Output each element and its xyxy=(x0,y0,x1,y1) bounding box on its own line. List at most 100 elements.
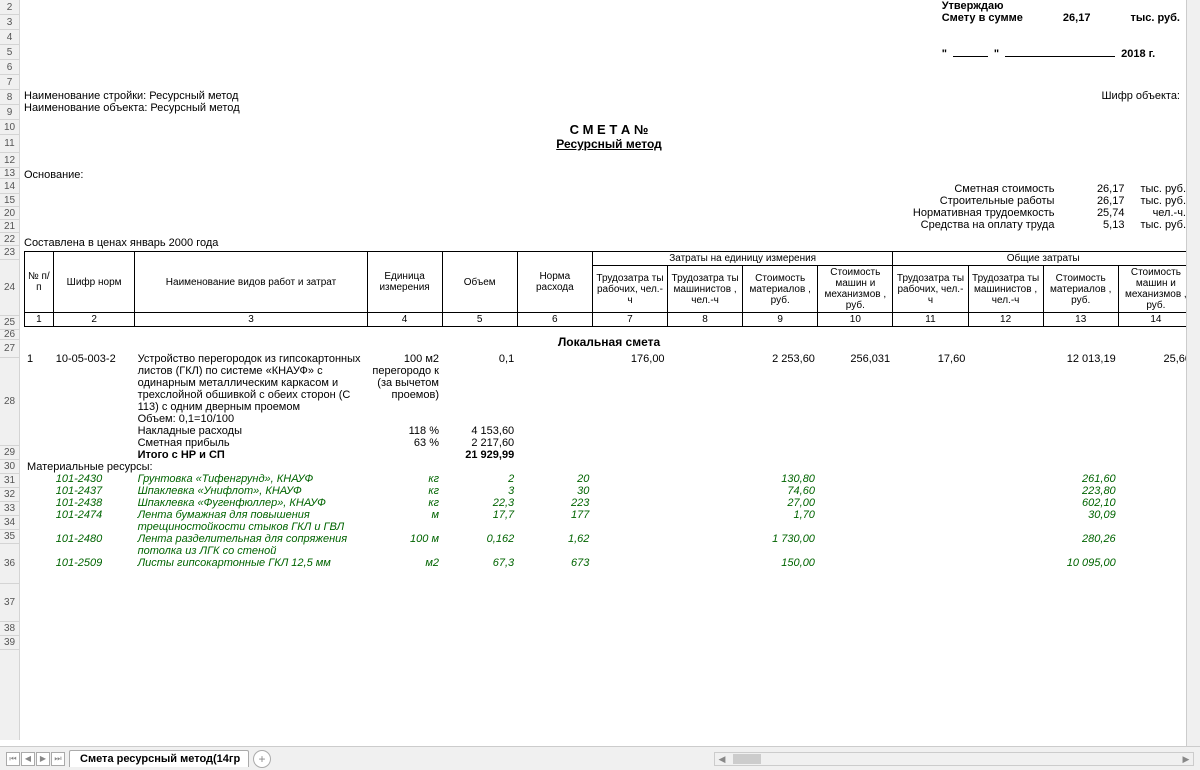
hdr-group2: Общие затраты xyxy=(893,252,1194,266)
row-header[interactable]: 21 xyxy=(0,220,19,233)
row-header[interactable]: 35 xyxy=(0,530,19,544)
mat-total: 223,80 xyxy=(1044,485,1119,497)
row-header[interactable]: 3 xyxy=(0,15,19,30)
work-code: 10-05-003-2 xyxy=(53,353,135,413)
vertical-scrollbar[interactable] xyxy=(1186,0,1200,746)
row-header[interactable]: 31 xyxy=(0,474,19,488)
mat-total: 602,10 xyxy=(1044,497,1119,509)
row-header[interactable]: 22 xyxy=(0,233,19,246)
row-header[interactable]: 6 xyxy=(0,60,19,75)
approval-year: 2018 г. xyxy=(1121,48,1155,60)
row-header[interactable]: 14 xyxy=(0,179,19,194)
basis-label: Основание: xyxy=(24,169,1194,181)
mat-cost: 27,00 xyxy=(743,497,818,509)
row-header[interactable]: 23 xyxy=(0,246,19,260)
row-header[interactable]: 7 xyxy=(0,75,19,90)
tab-nav[interactable]: ⏮ ◀ ▶ ⏭ xyxy=(6,752,65,766)
row-header[interactable]: 20 xyxy=(0,207,19,220)
work-volume: 0,1 xyxy=(442,353,517,413)
row-header[interactable]: 5 xyxy=(0,45,19,60)
tab-first-icon[interactable]: ⏮ xyxy=(6,752,20,766)
sheet-tab[interactable]: Смета ресурсный метод(14гр xyxy=(69,750,249,767)
mat-vol: 0,162 xyxy=(442,533,517,557)
mat-total: 280,26 xyxy=(1044,533,1119,557)
mat-unit: м2 xyxy=(367,557,442,569)
e xyxy=(1119,485,1194,497)
row-header[interactable]: 34 xyxy=(0,516,19,530)
object-cipher: Шифр объекта: xyxy=(1101,90,1180,102)
e xyxy=(53,449,135,461)
row-header[interactable]: 25 xyxy=(0,316,19,330)
row-header[interactable]: 13 xyxy=(0,168,19,179)
mat-code: 101-2430 xyxy=(53,473,135,485)
col-num: 14 xyxy=(1118,313,1193,327)
overhead-pct: 118 % xyxy=(367,425,442,437)
mat-norm: 177 xyxy=(517,509,592,533)
row-header[interactable]: 2 xyxy=(0,0,19,15)
e xyxy=(893,557,968,569)
row-header[interactable]: 9 xyxy=(0,105,19,120)
row-header[interactable]: 37 xyxy=(0,584,19,622)
summary-value: 26,17 xyxy=(1062,183,1132,195)
row-header[interactable]: 29 xyxy=(0,446,19,460)
e xyxy=(968,557,1043,569)
mat-code: 101-2437 xyxy=(53,485,135,497)
tab-next-icon[interactable]: ▶ xyxy=(36,752,50,766)
mat-norm: 1,62 xyxy=(517,533,592,557)
scroll-left-icon[interactable]: ◀ xyxy=(715,754,729,765)
row-header[interactable]: 32 xyxy=(0,488,19,502)
mat-cost: 1,70 xyxy=(743,509,818,533)
add-sheet-button[interactable]: + xyxy=(253,750,271,768)
col-num: 4 xyxy=(367,313,442,327)
e xyxy=(24,473,53,485)
scroll-right-icon[interactable]: ▶ xyxy=(1179,754,1193,765)
e xyxy=(1119,557,1194,569)
e xyxy=(968,497,1043,509)
hdr-c13: Стоимость материалов , руб. xyxy=(1043,266,1118,313)
summary-unit: тыс. руб. xyxy=(1132,219,1194,231)
horizontal-scrollbar[interactable]: ◀ ▶ xyxy=(714,752,1194,766)
row-header[interactable]: 36 xyxy=(0,544,19,584)
col-num: 6 xyxy=(517,313,592,327)
summary-value: 26,17 xyxy=(1062,195,1132,207)
e xyxy=(24,437,53,449)
row-header[interactable]: 4 xyxy=(0,30,19,45)
row-header[interactable]: 28 xyxy=(0,358,19,446)
row-header[interactable]: 39 xyxy=(0,636,19,650)
mat-unit: кг xyxy=(367,473,442,485)
e xyxy=(24,413,53,425)
sum-value: 26,17 xyxy=(1063,12,1091,24)
e xyxy=(968,533,1043,557)
row-header[interactable]: 33 xyxy=(0,502,19,516)
row-header[interactable]: 12 xyxy=(0,153,19,168)
e xyxy=(668,485,743,497)
mat-unit: кг xyxy=(367,485,442,497)
row-header[interactable]: 30 xyxy=(0,460,19,474)
e xyxy=(893,485,968,497)
row-header[interactable]: 11 xyxy=(0,135,19,153)
e xyxy=(53,413,135,425)
tab-last-icon[interactable]: ⏭ xyxy=(51,752,65,766)
e xyxy=(668,473,743,485)
row-header[interactable]: 15 xyxy=(0,194,19,207)
tab-prev-icon[interactable]: ◀ xyxy=(21,752,35,766)
row-header[interactable]: 27 xyxy=(0,340,19,358)
profit-val: 2 217,60 xyxy=(442,437,517,449)
total-label: Итого с НР и СП xyxy=(135,449,367,461)
e xyxy=(24,557,53,569)
mat-norm: 30 xyxy=(517,485,592,497)
e xyxy=(592,533,667,557)
mat-vol: 2 xyxy=(442,473,517,485)
row-header[interactable]: 8 xyxy=(0,90,19,105)
vol-note: Объем: 0,1=10/100 xyxy=(135,413,367,425)
row-header[interactable]: 26 xyxy=(0,330,19,340)
row-header[interactable]: 10 xyxy=(0,120,19,135)
hdr-col4: Единица измерения xyxy=(367,252,442,313)
row-header[interactable]: 38 xyxy=(0,622,19,636)
work-c14: 25,60 xyxy=(1119,353,1194,413)
profit-pct: 63 % xyxy=(367,437,442,449)
scroll-thumb[interactable] xyxy=(733,754,761,764)
row-header[interactable]: 24 xyxy=(0,260,19,316)
price-date: Составлена в ценах январь 2000 года xyxy=(24,237,1194,249)
e xyxy=(24,485,53,497)
